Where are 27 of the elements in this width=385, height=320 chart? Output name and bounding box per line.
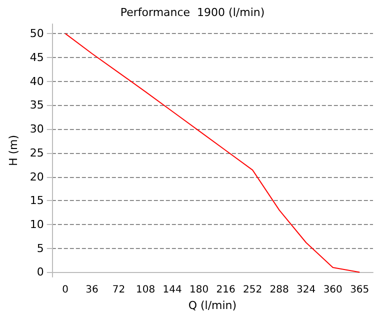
y-tick-label: 50: [30, 27, 44, 40]
chart-title: Performance 1900 (l/min): [120, 6, 265, 19]
x-tick-label: 216: [216, 284, 236, 296]
y-tick-label: 45: [30, 50, 44, 64]
y-axis-title: H (m): [7, 134, 20, 166]
x-tick-label: 360: [323, 284, 342, 296]
x-tick-label: 0: [62, 284, 68, 296]
y-tick-label: 40: [30, 74, 44, 88]
x-tick-label: 288: [270, 284, 289, 296]
x-tick-label: 36: [86, 284, 98, 296]
x-tick-label: 252: [243, 284, 262, 296]
y-tick-label: 5: [36, 242, 44, 255]
y-tick-label: 0: [36, 266, 44, 279]
y-tick-label: 20: [30, 170, 44, 184]
y-tick-label: 30: [30, 122, 44, 136]
x-tick-label: 72: [112, 284, 126, 296]
y-tick-label: 15: [30, 194, 44, 208]
y-tick-label: 35: [30, 98, 44, 112]
y-tick-label: 25: [30, 146, 44, 160]
x-tick-label: 365: [350, 284, 370, 296]
x-axis-title: Q (l/min): [188, 298, 237, 312]
line-series: [64, 33, 360, 273]
y-tick-label: 10: [30, 218, 44, 231]
x-tick-label: 324: [296, 284, 316, 296]
x-tick-label: 108: [136, 284, 156, 296]
x-tick-label: 180: [190, 284, 209, 296]
x-tick-label: 144: [162, 284, 182, 296]
